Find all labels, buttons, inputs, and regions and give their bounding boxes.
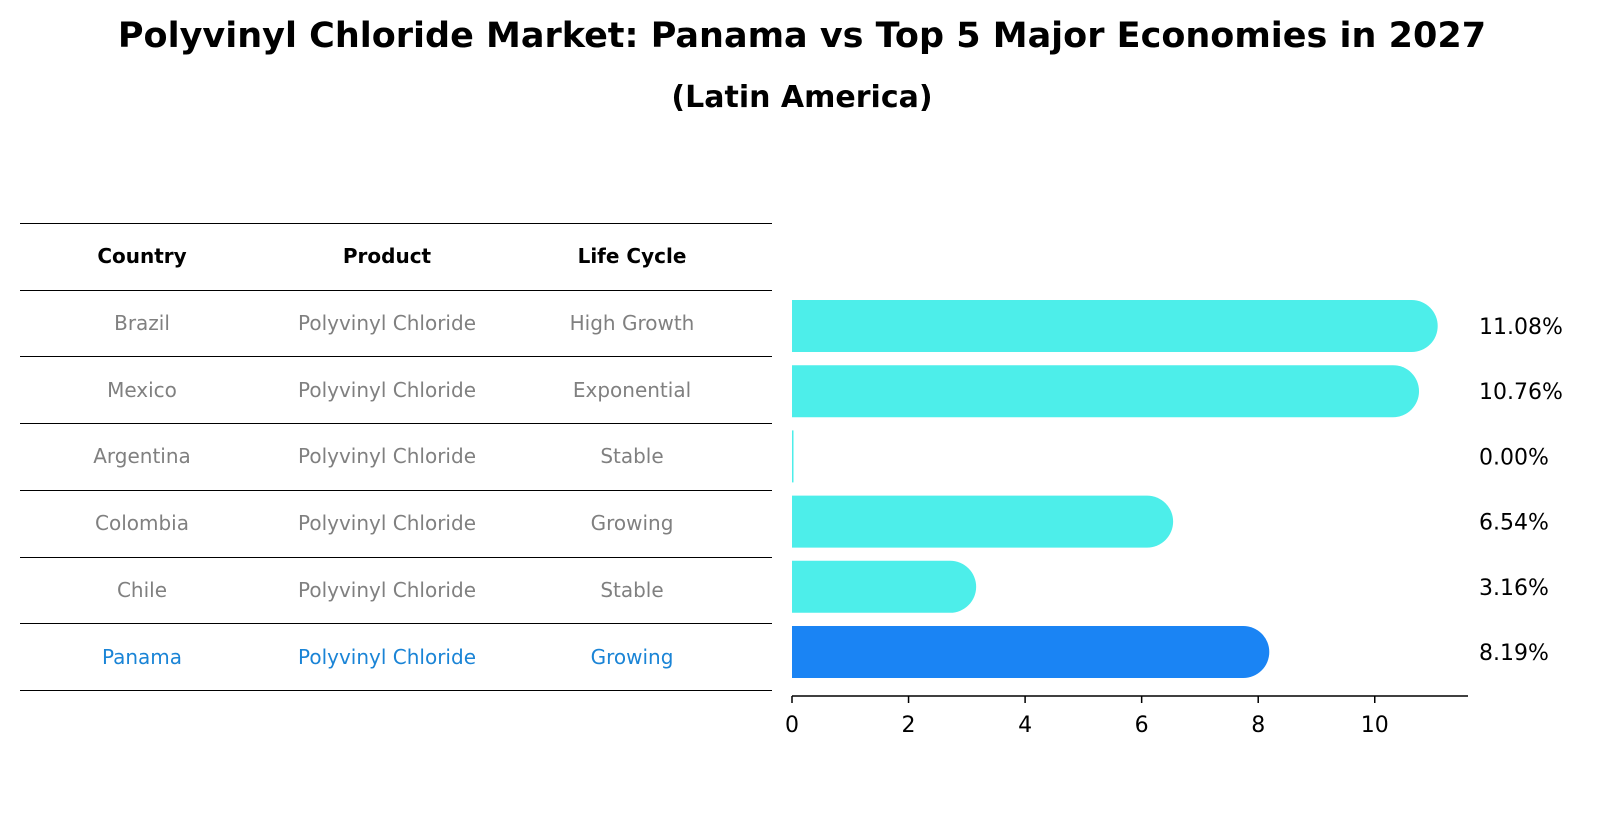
bar-value-label: 0.00%: [1479, 445, 1549, 470]
table-cell-lifecycle: Exponential: [572, 378, 692, 402]
table-cell-country: Panama: [101, 645, 183, 669]
table-header: Product: [342, 244, 432, 268]
table-cell-lifecycle: Growing: [590, 511, 674, 535]
x-tick-label: 0: [785, 713, 799, 738]
table-cell-product: Polyvinyl Chloride: [297, 645, 476, 669]
table-cell-country: Chile: [116, 578, 168, 602]
table-cell-product: Polyvinyl Chloride: [297, 578, 476, 602]
bar-value-label: 3.16%: [1479, 576, 1549, 601]
table-cell-lifecycle: Growing: [590, 645, 674, 669]
bar: [792, 495, 1174, 548]
table-rule: [20, 290, 772, 291]
table-rule: [20, 557, 772, 558]
table-cell-product: Polyvinyl Chloride: [297, 511, 476, 535]
x-tick-label: 10: [1361, 713, 1389, 738]
table-rule: [20, 490, 772, 491]
table-rule: [20, 623, 772, 624]
table-header: Country: [97, 244, 187, 268]
table-cell-country: Colombia: [95, 511, 189, 535]
table-rule: [20, 423, 772, 424]
table-cell-country: Argentina: [93, 444, 191, 468]
bar: [792, 560, 977, 613]
bar: [792, 626, 1270, 678]
chart-title: Polyvinyl Chloride Market: Panama vs Top…: [117, 16, 1487, 56]
bar-value-label: 10.76%: [1479, 380, 1563, 405]
x-tick-label: 2: [902, 713, 916, 738]
table-rule: [20, 356, 772, 357]
table-rule: [20, 690, 772, 691]
bar: [792, 300, 1438, 352]
chart-subtitle: (Latin America): [671, 80, 933, 115]
x-tick-label: 4: [1018, 713, 1032, 738]
table-cell-country: Mexico: [107, 378, 177, 402]
table-cell-country: Brazil: [114, 311, 170, 335]
table-cell-lifecycle: Stable: [600, 578, 664, 602]
table-cell-lifecycle: High Growth: [569, 311, 695, 335]
bar: [792, 430, 794, 483]
table-cell-product: Polyvinyl Chloride: [297, 378, 476, 402]
x-tick-label: 6: [1135, 713, 1149, 738]
bar-value-label: 11.08%: [1479, 315, 1563, 340]
bar: [792, 365, 1420, 418]
x-tick-label: 8: [1251, 713, 1265, 738]
table-cell-lifecycle: Stable: [600, 444, 664, 468]
table-cell-product: Polyvinyl Chloride: [297, 311, 476, 335]
bar-value-label: 8.19%: [1479, 641, 1549, 666]
table-rule: [20, 223, 772, 224]
table-header: Life Cycle: [577, 244, 687, 268]
table-cell-product: Polyvinyl Chloride: [297, 444, 476, 468]
bar-value-label: 6.54%: [1479, 511, 1549, 536]
